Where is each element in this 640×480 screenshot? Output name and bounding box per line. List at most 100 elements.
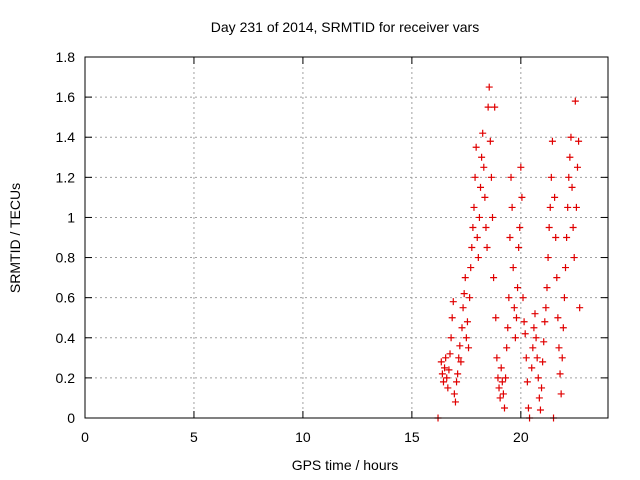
data-point: [448, 314, 456, 322]
data-point: [571, 97, 579, 105]
data-point: [558, 354, 566, 362]
data-point: [470, 203, 478, 211]
data-point: [567, 133, 575, 141]
data-point: [475, 213, 483, 221]
data-point: [576, 304, 584, 312]
data-point: [575, 137, 583, 145]
data-point: [456, 342, 464, 350]
data-point: [516, 223, 524, 231]
data-point: [552, 234, 560, 241]
data-point: [570, 254, 578, 262]
data-point: [566, 153, 574, 161]
y-tick-label: 1.8: [56, 49, 76, 65]
data-point: [460, 290, 468, 298]
data-point: [541, 318, 549, 326]
data-point: [523, 378, 531, 386]
data-point: [486, 137, 494, 145]
data-point: [479, 129, 487, 137]
data-point: [451, 398, 459, 406]
x-tick-label: 20: [513, 429, 529, 445]
data-point: [531, 310, 539, 318]
data-point: [546, 203, 554, 211]
data-point: [453, 378, 461, 386]
data-point: [463, 318, 471, 326]
y-tick-label: 1: [67, 209, 75, 225]
data-point: [480, 163, 488, 171]
y-tick-label: 0.2: [56, 370, 76, 386]
data-point: [444, 384, 452, 392]
data-point: [443, 374, 451, 382]
data-point: [447, 334, 455, 342]
data-point: [535, 394, 543, 402]
data-point: [450, 390, 458, 398]
data-point: [514, 284, 522, 292]
data-point: [494, 374, 502, 382]
data-point: [478, 153, 486, 161]
y-tick-label: 1.6: [56, 89, 76, 105]
data-point: [506, 234, 514, 241]
data-point: [458, 324, 466, 332]
data-point: [474, 254, 482, 262]
y-tick-label: 0.8: [56, 250, 76, 266]
data-point: [485, 83, 493, 91]
data-point: [481, 193, 489, 201]
data-point: [563, 234, 571, 241]
data-point: [529, 344, 537, 352]
data-point: [454, 370, 462, 378]
data-point: [544, 254, 552, 262]
data-point: [499, 390, 507, 398]
y-tick-label: 0.4: [56, 330, 76, 346]
grid-lines: [85, 57, 608, 418]
data-point: [545, 223, 553, 231]
data-point: [504, 324, 512, 332]
data-point: [508, 203, 516, 211]
data-point: [548, 137, 556, 145]
data-point: [512, 314, 520, 322]
data-point: [524, 404, 532, 412]
data-point: [449, 298, 457, 306]
data-point: [510, 304, 518, 312]
data-point: [462, 334, 470, 342]
data-point: [467, 264, 475, 272]
data-point: [473, 234, 481, 241]
data-point: [497, 364, 505, 372]
data-point: [490, 274, 498, 282]
data-point: [557, 390, 565, 398]
data-point: [565, 173, 573, 181]
data-point: [503, 344, 511, 352]
data-point: [562, 264, 570, 272]
x-tick-label: 5: [190, 429, 198, 445]
data-point: [495, 384, 503, 392]
data-point: [445, 366, 453, 374]
data-point: [471, 173, 479, 181]
x-axis-title: GPS time / hours: [292, 457, 399, 473]
data-point: [468, 244, 476, 252]
data-point: [515, 244, 523, 252]
data-point: [518, 193, 526, 201]
data-point: [540, 338, 548, 346]
chart-title: Day 231 of 2014, SRMTID for receiver var…: [211, 19, 479, 35]
data-point: [519, 294, 527, 302]
data-point: [543, 284, 551, 292]
y-tick-label: 1.4: [56, 129, 76, 145]
plot-frame: [84, 56, 609, 419]
data-point: [487, 173, 495, 181]
data-point: [466, 294, 474, 302]
data-point: [542, 304, 550, 312]
data-point: [441, 364, 449, 372]
data-point: [502, 374, 510, 382]
data-point: [457, 358, 465, 366]
tick-labels: 0 0.2 0.4 0.6 0.8 1 1.2 1.4 1.6 1.8 0 5 10 15 20: [56, 49, 529, 445]
data-point: [483, 244, 491, 252]
data-point: [521, 330, 529, 338]
data-point: [455, 354, 463, 362]
data-point: [496, 394, 504, 402]
data-point: [439, 378, 447, 386]
y-tick-label: 0.6: [56, 290, 76, 306]
data-point: [555, 344, 563, 352]
data-point: [568, 183, 576, 191]
data-point: [509, 264, 517, 272]
y-tick-label: 1.2: [56, 169, 76, 185]
data-point: [498, 378, 506, 386]
data-point: [465, 344, 473, 352]
